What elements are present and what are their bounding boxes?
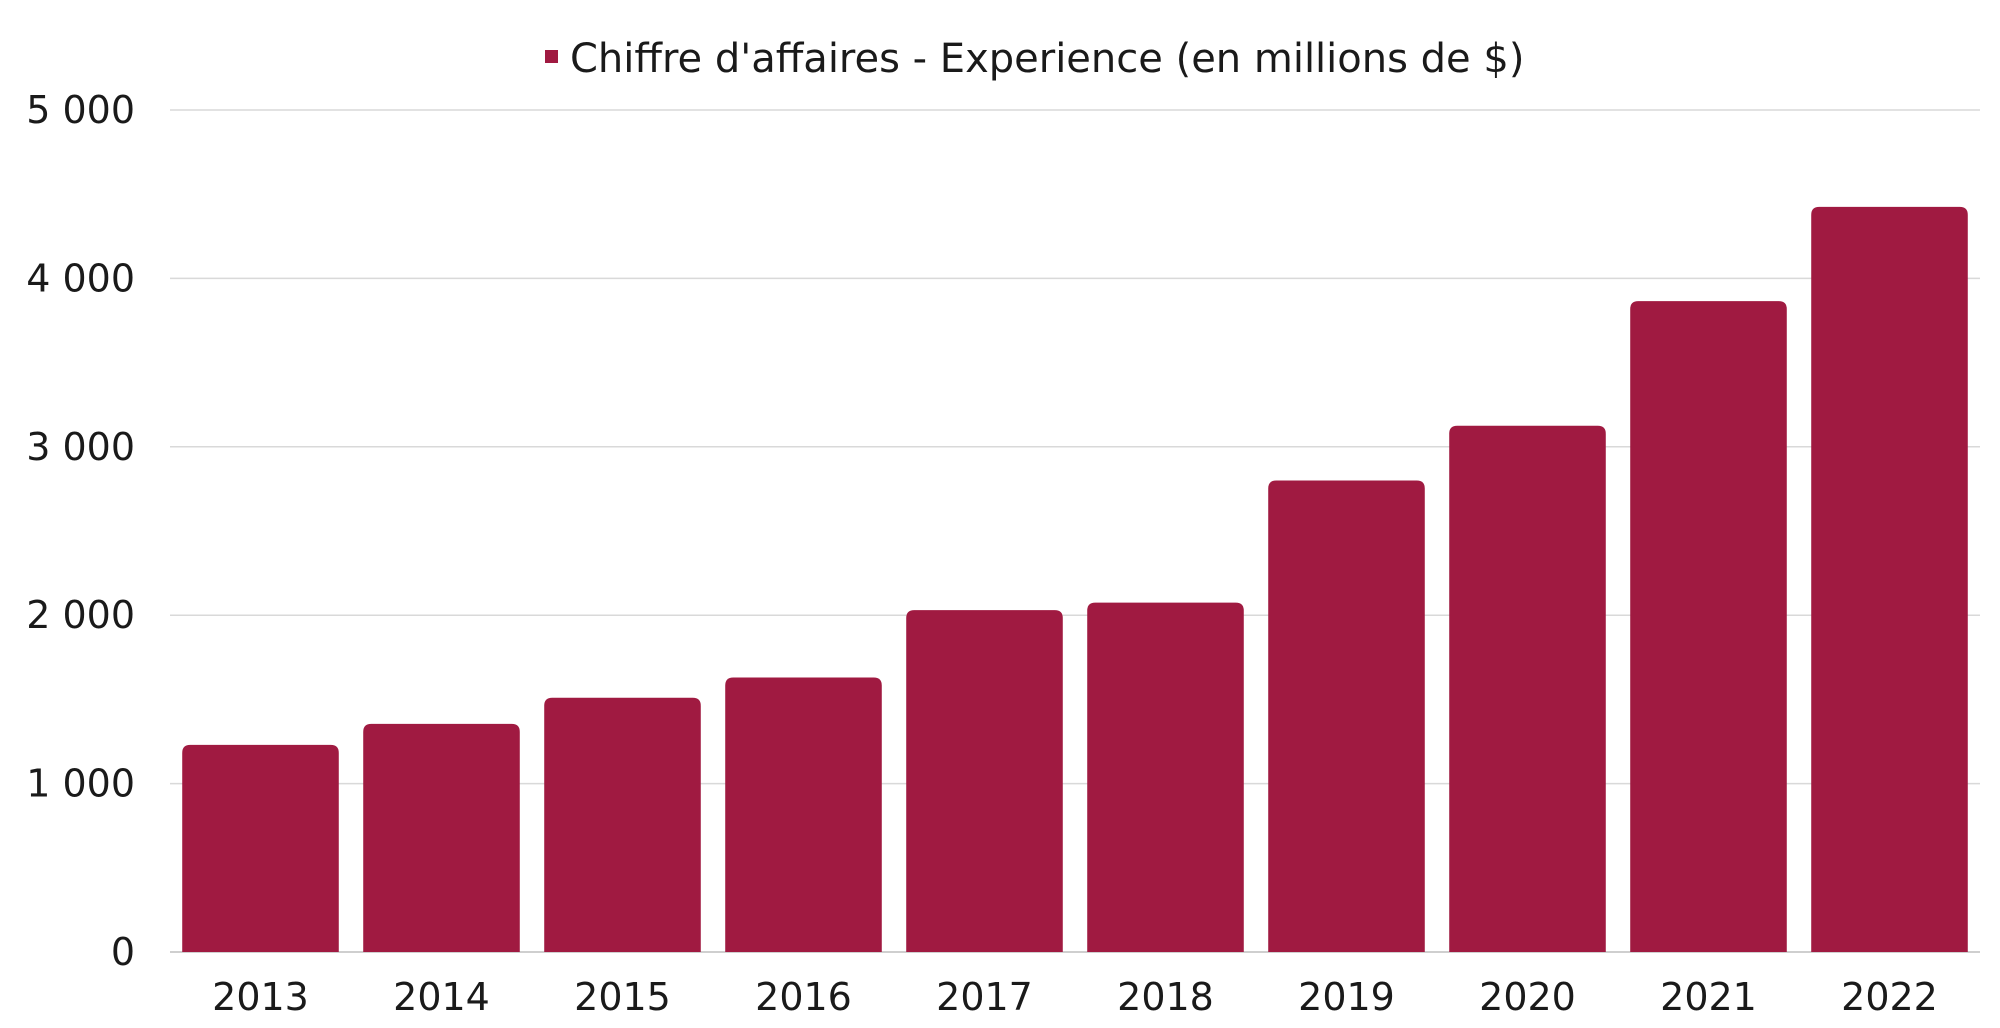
bar-2020 bbox=[1449, 425, 1606, 952]
y-tick-label: 3 000 bbox=[26, 425, 135, 469]
bar-2016 bbox=[725, 677, 882, 952]
bar-2013 bbox=[182, 744, 339, 952]
x-tick-label: 2022 bbox=[1841, 975, 1938, 1019]
y-axis-tick-labels: 0 1 000 2 000 3 000 4 000 5 000 bbox=[26, 88, 135, 974]
x-tick-label: 2013 bbox=[212, 975, 309, 1019]
x-tick-label: 2015 bbox=[574, 975, 671, 1019]
bar-2019 bbox=[1268, 480, 1425, 952]
bar-2018 bbox=[1087, 602, 1244, 952]
bar-2015 bbox=[544, 697, 701, 952]
y-tick-label: 2 000 bbox=[26, 593, 135, 637]
chart-legend: Chiffre d'affaires - Experience (en mill… bbox=[545, 36, 1524, 82]
y-tick-label: 1 000 bbox=[26, 762, 135, 806]
bar-2021 bbox=[1630, 301, 1787, 952]
x-tick-label: 2014 bbox=[393, 975, 490, 1019]
bar-2014 bbox=[363, 723, 520, 952]
x-tick-label: 2021 bbox=[1660, 975, 1757, 1019]
x-tick-label: 2020 bbox=[1479, 975, 1576, 1019]
x-tick-label: 2019 bbox=[1298, 975, 1395, 1019]
y-tick-label: 4 000 bbox=[26, 256, 135, 300]
legend-swatch bbox=[545, 50, 558, 63]
y-tick-label: 0 bbox=[111, 930, 135, 974]
bar-2017 bbox=[906, 610, 1063, 952]
y-tick-label: 5 000 bbox=[26, 88, 135, 132]
x-axis-tick-labels: 2013 2014 2015 2016 2017 2018 2019 2020 2021 2022 bbox=[212, 975, 1938, 1019]
legend-series-label: Chiffre d'affaires - Experience (en mill… bbox=[570, 36, 1524, 82]
bars bbox=[182, 206, 1968, 952]
x-tick-label: 2017 bbox=[936, 975, 1033, 1019]
x-tick-label: 2018 bbox=[1117, 975, 1214, 1019]
bar-2022 bbox=[1811, 206, 1968, 952]
x-tick-label: 2016 bbox=[755, 975, 852, 1019]
